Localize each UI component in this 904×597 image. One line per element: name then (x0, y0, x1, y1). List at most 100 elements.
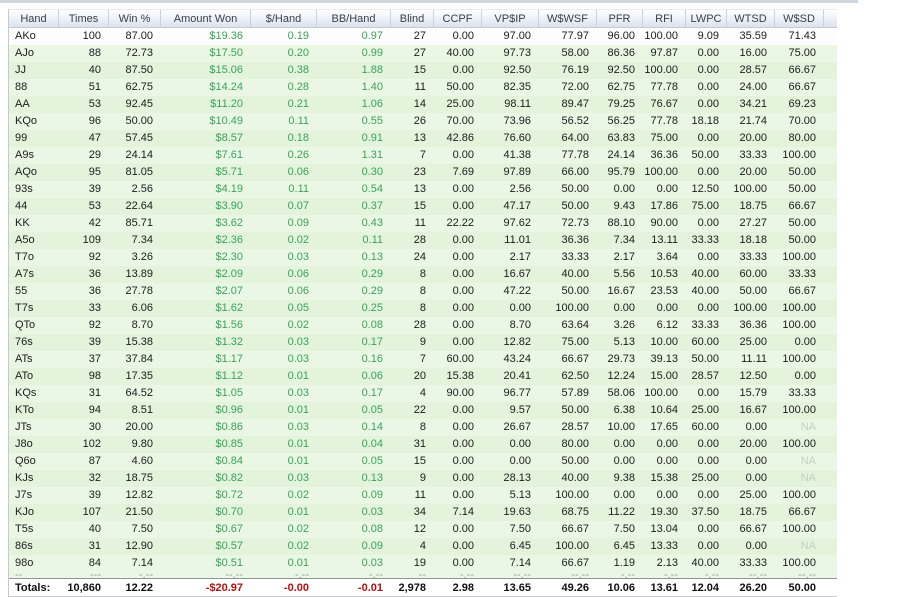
stat-cell: 0.00 (452, 319, 474, 331)
stat-cell: 0.00 (697, 98, 719, 110)
table-row[interactable]: 99 47 57.45 $8.57 0.18 0.91 13 42.86 76.60 64.00 6… (9, 130, 837, 147)
stat-cell: 90.00 (650, 217, 678, 229)
stat-cell: 0.00 (452, 30, 474, 42)
table-row[interactable]: KJo 107 21.50 $0.70 0.01 0.03 34 7.14 19.63 68.75… (9, 504, 837, 521)
column-header-wtsd[interactable]: WTSD (727, 10, 775, 27)
table-row[interactable]: KTo 94 8.51 $0.96 0.01 0.05 22 0.00 9.57 50.00 6.3… (9, 402, 837, 419)
table-row[interactable]: ATs 37 37.84 $1.17 0.03 0.16 7 60.00 43.24 66.67 2… (9, 351, 837, 368)
stat-cell: 6.45 (509, 540, 531, 552)
table-row[interactable]: T7o 92 3.26 $2.30 0.03 0.13 24 0.00 2.17 33.33 2.1… (9, 249, 837, 266)
stat-cell: 77.78 (650, 115, 678, 127)
stat-cell: 13 (413, 132, 426, 144)
stat-cell: 39 (88, 336, 101, 348)
column-header-w-wsf[interactable]: W$WSF (539, 10, 597, 27)
table-row[interactable]: A5o 109 7.34 $2.36 0.02 0.11 28 0.00 11.01 36.36 7… (9, 232, 837, 249)
stat-cell: $0.57 (215, 540, 243, 552)
stat-cell: 0.00 (452, 285, 474, 297)
table-row[interactable]: 86s 31 12.90 $0.57 0.02 0.09 4 0.00 6.45 100.00 6.… (9, 538, 837, 555)
stat-cell: 0.00 (613, 183, 635, 195)
column-header-pfr[interactable]: PFR (597, 10, 643, 27)
stat-cell: 27 (413, 47, 426, 59)
table-row[interactable]: JTs 30 20.00 $0.86 0.03 0.14 8 0.00 26.67 28.57 10… (9, 419, 837, 436)
table-row[interactable]: J7s 39 12.82 $0.72 0.02 0.09 11 0.00 5.13 100.00 0… (9, 487, 837, 504)
table-row[interactable]: AQo 95 81.05 $5.71 0.06 0.30 23 7.69 97.89 66.00 9… (9, 164, 837, 181)
table-row[interactable]: KK 42 85.71 $3.62 0.09 0.43 11 22.22 97.62 72.73 8… (9, 215, 837, 232)
table-row[interactable]: 93s 39 2.56 $4.19 0.11 0.54 13 0.00 2.56 50.00 0.0… (9, 181, 837, 198)
table-row[interactable]: 55 36 27.78 $2.07 0.06 0.29 8 0.00 47.22 50.00 16.… (9, 283, 837, 300)
stat-cell: 36.36 (739, 319, 767, 331)
stat-cell: 9 (419, 472, 426, 484)
table-row[interactable]: AA 53 92.45 $11.20 0.21 1.06 14 25.00 98.11 89.47… (9, 96, 837, 113)
stat-cell: 71.43 (788, 30, 816, 42)
stat-cell: 18.18 (739, 234, 767, 246)
stat-cell: 1.31 (361, 149, 383, 161)
stat-cell: 0.00 (452, 438, 474, 450)
stat-cell: 33.33 (691, 319, 719, 331)
stat-cell: 0.00 (697, 64, 719, 76)
stat-cell: 40.00 (691, 285, 719, 297)
stat-cell: 0.55 (361, 115, 383, 127)
stat-cell: 76.60 (503, 132, 531, 144)
table-row[interactable]: KQs 31 64.52 $1.05 0.03 0.17 4 90.00 96.77 57.89 5… (9, 385, 837, 402)
stat-cell: 19.30 (650, 506, 678, 518)
stat-cell: 11 (414, 489, 426, 501)
column-header-rfi[interactable]: RFI (643, 10, 686, 27)
stat-cell: 102 (82, 438, 101, 450)
column-header-bb-hand[interactable]: BB/Hand (317, 10, 391, 27)
stat-cell: 100.00 (782, 149, 816, 161)
table-row[interactable]: Q6o 87 4.60 $0.84 0.01 0.05 15 0.00 0.00 50.00 0.0… (9, 453, 837, 470)
table-row[interactable]: 76s 39 15.38 $1.32 0.03 0.17 9 0.00 12.82 75.00 5.… (9, 334, 837, 351)
column-header-amount-won[interactable]: Amount Won (161, 10, 251, 27)
stat-cell: 0.25 (361, 302, 383, 314)
hand-cell: JTs (15, 421, 32, 433)
stat-cell: 15.00 (650, 370, 678, 382)
stat-cell: 100.00 (555, 302, 589, 314)
table-row-clipped[interactable]: -- --- -.-- --.-- -.-- -.-- -- -.-- --.-- --.-- -.… (9, 572, 837, 578)
stat-cell: 58.06 (607, 387, 635, 399)
stat-cell: NA (800, 455, 816, 467)
table-row[interactable]: 44 53 22.64 $3.90 0.07 0.37 15 0.00 47.17 50.00 9.… (9, 198, 837, 215)
column-header-times[interactable]: Times (59, 10, 109, 27)
stat-cell: 3.26 (613, 319, 635, 331)
stat-cell: 100.00 (555, 489, 589, 501)
stat-cell: 84 (88, 557, 101, 569)
column-header-blind[interactable]: Blind (391, 10, 434, 27)
stat-cell: 0.00 (509, 302, 531, 314)
column-header-lwpc[interactable]: LWPC (686, 10, 727, 27)
stat-cell: -.-- (459, 572, 474, 578)
column-header-w-sd[interactable]: W$SD (775, 10, 824, 27)
table-row[interactable]: 98o 84 7.14 $0.51 0.01 0.03 19 0.00 7.14 66.67 1.1… (9, 555, 837, 572)
table-row[interactable]: T5s 40 7.50 $0.67 0.02 0.08 12 0.00 7.50 66.67 7.5… (9, 521, 837, 538)
hand-cell: Q6o (15, 455, 36, 467)
table-row[interactable]: JJ 40 87.50 $15.06 0.38 1.88 15 0.00 92.50 76.19 9… (9, 62, 837, 79)
table-row[interactable]: 88 51 62.75 $14.24 0.28 1.40 11 50.00 82.35 72.00… (9, 79, 837, 96)
stat-cell: 97.89 (503, 166, 531, 178)
stat-cell: 72.73 (125, 47, 153, 59)
column-header-hand[interactable]: Hand (9, 10, 59, 27)
stat-cell: 63.83 (607, 132, 635, 144)
table-row[interactable]: QTo 92 8.70 $1.56 0.02 0.08 28 0.00 8.70 63.64 3.2… (9, 317, 837, 334)
table-row[interactable]: KQo 96 50.00 $10.49 0.11 0.55 26 70.00 73.96 56.5… (9, 113, 837, 130)
stat-cell: 0.00 (697, 455, 719, 467)
column-header-vp-ip[interactable]: VP$IP (482, 10, 539, 27)
stat-cell: 13.11 (651, 234, 678, 246)
table-row[interactable]: A7s 36 13.89 $2.09 0.06 0.29 8 0.00 16.67 40.00 5.… (9, 266, 837, 283)
table-row[interactable]: AJo 88 72.73 $17.50 0.20 0.99 27 40.00 97.73 58.0… (9, 45, 837, 62)
table-row[interactable]: KJs 32 18.75 $0.82 0.03 0.13 9 0.00 28.13 40.00 9.… (9, 470, 837, 487)
table-row[interactable]: T7s 33 6.06 $1.62 0.05 0.25 8 0.00 0.00 100.00 0.0… (9, 300, 837, 317)
column-header-ccpf[interactable]: CCPF (434, 10, 482, 27)
column-header-win[interactable]: Win % (109, 10, 161, 27)
stat-cell: 0.00 (452, 302, 474, 314)
table-row[interactable]: AKo 100 87.00 $19.36 0.19 0.97 27 0.00 97.00 77.9… (9, 28, 837, 45)
table-row[interactable]: A9s 29 24.14 $7.61 0.26 1.31 7 0.00 41.38 77.78 24… (9, 147, 837, 164)
stat-cell: 8 (419, 302, 426, 314)
column-header-hand[interactable]: $/Hand (251, 10, 317, 27)
hand-cell: J7s (15, 489, 33, 501)
stat-cell: 37.50 (691, 506, 719, 518)
stat-cell: 8 (419, 421, 426, 433)
table-row[interactable]: ATo 98 17.35 $1.12 0.01 0.06 20 15.38 20.41 62.50… (9, 368, 837, 385)
stat-cell: 0.00 (697, 166, 719, 178)
stat-cell: 0.02 (287, 523, 309, 535)
stat-cell: 9.38 (613, 472, 635, 484)
table-row[interactable]: J8o 102 9.80 $0.85 0.01 0.04 31 0.00 0.00 80.00 0.… (9, 436, 837, 453)
